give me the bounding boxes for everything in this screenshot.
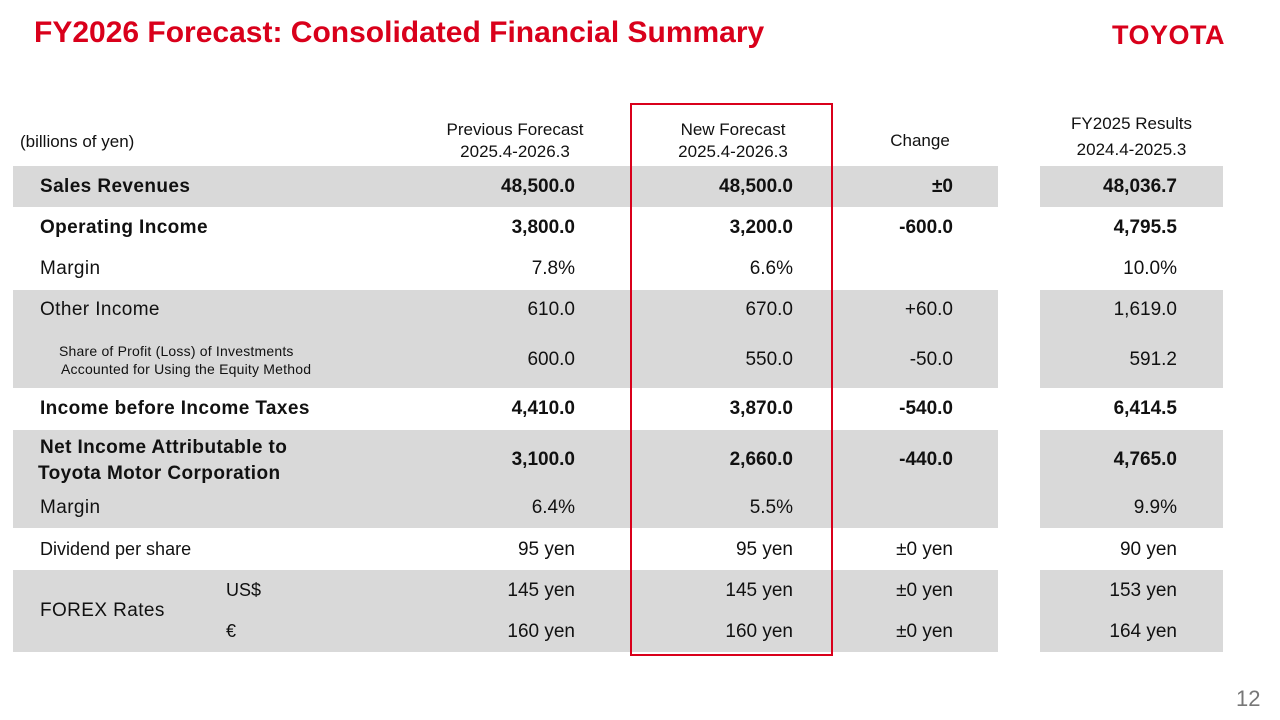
row-label-line: Share of Profit (Loss) of Investments: [59, 343, 294, 359]
new-forecast-value: 550.0: [745, 349, 793, 370]
fy2025-value: 4,765.0: [1113, 449, 1177, 470]
fy2025-value: 9.9%: [1133, 497, 1177, 518]
new-forecast-value: 48,500.0: [719, 176, 793, 197]
row-band: [13, 570, 998, 652]
new-forecast-value: 5.5%: [749, 497, 793, 518]
page-title: FY2026 Forecast: Consolidated Financial …: [34, 16, 765, 49]
row-band: [1040, 290, 1223, 388]
fy2025-value: 153 yen: [1109, 580, 1177, 601]
previous-forecast-value: 610.0: [527, 299, 575, 320]
change-value: +60.0: [904, 299, 953, 320]
previous-forecast-value: 160 yen: [507, 621, 575, 642]
column-header-line: FY2025 Results: [1071, 114, 1192, 133]
change-value: ±0 yen: [896, 621, 953, 642]
column-header-previous-forecast: Previous Forecast 2025.4-2026.3: [420, 119, 610, 163]
new-forecast-value: 3,870.0: [729, 398, 793, 419]
units-label: (billions of yen): [20, 132, 135, 151]
change-value: -600.0: [899, 217, 953, 238]
change-value: ±0 yen: [896, 539, 953, 560]
new-forecast-value: 2,660.0: [729, 449, 793, 470]
new-forecast-value: 3,200.0: [729, 217, 793, 238]
row-band: [1040, 430, 1223, 528]
new-forecast-value: 95 yen: [735, 539, 793, 560]
fy2025-value: 48,036.7: [1103, 176, 1177, 197]
row-label-line: Accounted for Using the Equity Method: [61, 361, 312, 377]
fy2025-value: 4,795.5: [1113, 217, 1177, 238]
row-label: Share of Profit (Loss) of Investments Ac…: [59, 342, 311, 378]
new-forecast-value: 670.0: [745, 299, 793, 320]
fy2025-value: 1,619.0: [1113, 299, 1177, 320]
row-band: [1040, 570, 1223, 652]
fy2025-value: 6,414.5: [1113, 398, 1177, 419]
previous-forecast-value: 95 yen: [517, 539, 575, 560]
new-forecast-value: 145 yen: [725, 580, 793, 601]
previous-forecast-value: 3,800.0: [511, 217, 575, 238]
new-forecast-value: 160 yen: [725, 621, 793, 642]
row-band: [13, 430, 998, 528]
row-label: Margin: [40, 258, 101, 279]
change-value: ±0: [932, 176, 953, 197]
column-header-fy2025-results: FY2025 Results 2024.4-2025.3: [1040, 111, 1223, 163]
previous-forecast-value: 7.8%: [531, 258, 575, 279]
row-label: Margin: [40, 497, 101, 518]
fy2025-value: 10.0%: [1123, 258, 1177, 279]
change-value: ±0 yen: [896, 580, 953, 601]
change-value: -540.0: [899, 398, 953, 419]
currency-label-eur: €: [226, 621, 237, 641]
previous-forecast-value: 145 yen: [507, 580, 575, 601]
column-header-new-forecast: New Forecast 2025.4-2026.3: [638, 119, 828, 163]
forex-rates-label: FOREX Rates: [40, 600, 165, 621]
row-label: Income before Income Taxes: [40, 398, 310, 419]
column-header-line: Change: [890, 131, 950, 150]
change-value: -440.0: [899, 449, 953, 470]
row-label: Sales Revenues: [40, 176, 191, 197]
new-forecast-value: 6.6%: [749, 258, 793, 279]
row-band: [13, 290, 998, 388]
column-header-line: 2024.4-2025.3: [1076, 140, 1187, 159]
row-label: Operating Income: [40, 217, 208, 238]
previous-forecast-value: 6.4%: [531, 497, 575, 518]
previous-forecast-value: 4,410.0: [511, 398, 575, 419]
column-header-line: Previous Forecast: [446, 120, 584, 139]
fy2025-value: 164 yen: [1109, 621, 1177, 642]
page-number: 12: [1236, 686, 1261, 711]
row-band: [13, 166, 998, 207]
previous-forecast-value: 48,500.0: [501, 176, 575, 197]
currency-label-usd: US$: [226, 580, 262, 600]
previous-forecast-value: 600.0: [527, 349, 575, 370]
previous-forecast-value: 3,100.0: [511, 449, 575, 470]
column-header-line: 2025.4-2026.3: [460, 142, 570, 161]
row-band: [1040, 166, 1223, 207]
column-header-change: Change: [860, 130, 980, 152]
toyota-logo: TOYOTA: [1112, 20, 1226, 50]
row-label: Other Income: [40, 299, 160, 320]
row-label: Net Income Attributable to Toyota Motor …: [38, 435, 287, 487]
row-label-line: Toyota Motor Corporation: [38, 463, 281, 484]
column-header-line: New Forecast: [680, 120, 786, 139]
change-value: -50.0: [909, 349, 953, 370]
row-label: Dividend per share: [40, 539, 192, 559]
column-header-line: 2025.4-2026.3: [678, 142, 788, 161]
fy2025-value: 90 yen: [1119, 539, 1177, 560]
row-label-line: Net Income Attributable to: [40, 437, 288, 458]
fy2025-value: 591.2: [1129, 349, 1177, 370]
